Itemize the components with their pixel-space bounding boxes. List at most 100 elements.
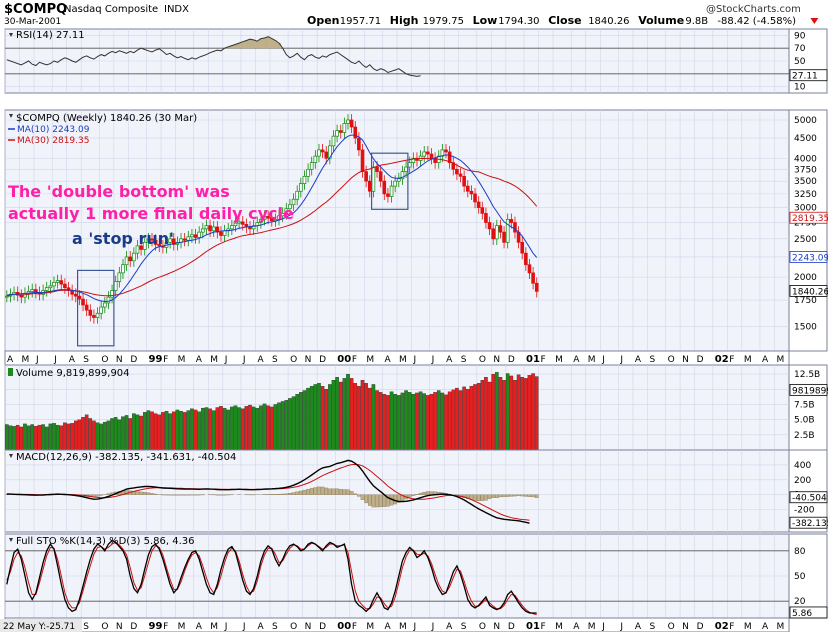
rsi-line	[6, 36, 421, 77]
volume-bar	[190, 408, 194, 451]
volume-bar	[320, 386, 325, 451]
volume-bar	[135, 414, 140, 451]
candle-body	[342, 123, 347, 133]
panel-dropdown-icon	[9, 538, 13, 542]
candle-body	[480, 207, 485, 214]
candle-body	[63, 283, 67, 289]
chart-date: 30-Mar-2001	[4, 17, 61, 27]
x-tick-label: D	[130, 355, 137, 365]
x-tick-label: A	[384, 355, 391, 365]
macd-hist-bar	[335, 488, 339, 495]
x-tick-label: M	[776, 622, 784, 632]
candle-body	[505, 219, 510, 243]
volume-bar	[41, 424, 45, 451]
volume-bar	[357, 386, 361, 451]
candle-body	[201, 228, 205, 233]
macd-hist-bar	[473, 494, 477, 501]
macd-hist-bar	[498, 494, 503, 498]
x-tick-label: N	[493, 355, 500, 365]
macd-hist-bar	[284, 493, 289, 495]
volume-bar	[495, 372, 499, 451]
candle-body	[248, 226, 252, 230]
volume-bar	[516, 374, 521, 451]
candle-body	[484, 213, 488, 223]
volume-bar	[462, 386, 466, 451]
volume-bar	[389, 391, 394, 451]
x-tick-label: F	[541, 622, 546, 632]
volume-bar	[269, 406, 274, 451]
macd-hist-bar	[306, 488, 310, 495]
volume-bar	[222, 407, 227, 451]
macd-line	[6, 459, 530, 524]
y-tick-label: 2000	[794, 273, 817, 283]
x-tick-label: N	[305, 622, 312, 632]
volume-bar	[8, 425, 13, 451]
volume-bar	[306, 387, 310, 451]
sto-panel-axis	[788, 533, 828, 619]
volume-bar	[230, 406, 234, 451]
macd-hist-bar	[317, 486, 321, 495]
macd-hist-bar	[480, 494, 485, 501]
macd-hist-bar	[364, 494, 368, 504]
candle-body	[113, 281, 118, 291]
x-tick-label: O	[668, 355, 675, 365]
ohlc-label: Volume	[638, 14, 684, 27]
last-value-box	[789, 285, 828, 297]
volume-bar	[251, 406, 256, 451]
volume-bar	[255, 407, 260, 451]
y-tick-label: 4000	[794, 154, 817, 164]
volume-bar	[34, 426, 38, 451]
candle-body	[190, 234, 194, 238]
macd-hist-bar	[491, 494, 495, 498]
macd-hist-bar	[397, 494, 401, 503]
macd-hist-bar	[386, 494, 390, 507]
volume-bar	[393, 393, 397, 451]
x-tick-label: F	[541, 355, 546, 365]
macd-hist-bar	[349, 491, 354, 495]
rsi-overbought-fill	[226, 36, 281, 49]
volume-bar	[328, 384, 332, 451]
x-tick-label: A	[69, 355, 76, 365]
candle-body	[476, 201, 481, 208]
candle-body	[211, 226, 216, 232]
volume-bar	[175, 409, 180, 451]
x-tick-label: J	[35, 355, 39, 365]
candle-body	[106, 296, 111, 304]
y-tick-label: 5.0B	[794, 416, 815, 426]
ma10-line	[6, 134, 538, 303]
volume-bar	[139, 415, 143, 451]
x-tick-label: J	[431, 355, 435, 365]
candle-body	[357, 137, 361, 151]
volume-bar	[48, 423, 53, 451]
y-tick-label: 4500	[794, 134, 817, 144]
y-tick-label: 400	[794, 461, 811, 471]
volume-bar	[397, 395, 401, 451]
x-tick-label: M	[588, 355, 596, 365]
price-panel-axis	[788, 109, 828, 352]
volume-bar	[444, 394, 448, 451]
x-tick-label: J	[601, 355, 605, 365]
volume-bar	[360, 380, 365, 451]
volume-bar	[15, 424, 20, 451]
rsi-title: RSI(14) 27.11	[16, 30, 85, 41]
x-tick-label: N	[305, 355, 312, 365]
x-tick-label: J	[224, 355, 228, 365]
volume-bar	[186, 410, 191, 451]
candle-body	[495, 225, 499, 240]
macd-hist-bar	[277, 494, 281, 495]
candle-body	[509, 219, 514, 223]
last-value-box	[789, 383, 828, 396]
macd-hist-bar	[179, 494, 183, 496]
volume-bar	[142, 412, 147, 451]
volume-bar	[99, 423, 103, 451]
volume-bar	[382, 393, 387, 451]
ohlc-value: 1957.71	[340, 16, 381, 27]
candle-body	[386, 193, 390, 197]
y-tick-label: 80	[794, 547, 806, 557]
x-tick-label: 99	[149, 621, 163, 632]
x-tick-label: O	[290, 355, 297, 365]
volume-bar	[197, 411, 201, 451]
macd-hist-bar	[495, 494, 499, 498]
macd-hist-bar	[302, 489, 307, 495]
macd-hist-bar	[411, 494, 416, 496]
